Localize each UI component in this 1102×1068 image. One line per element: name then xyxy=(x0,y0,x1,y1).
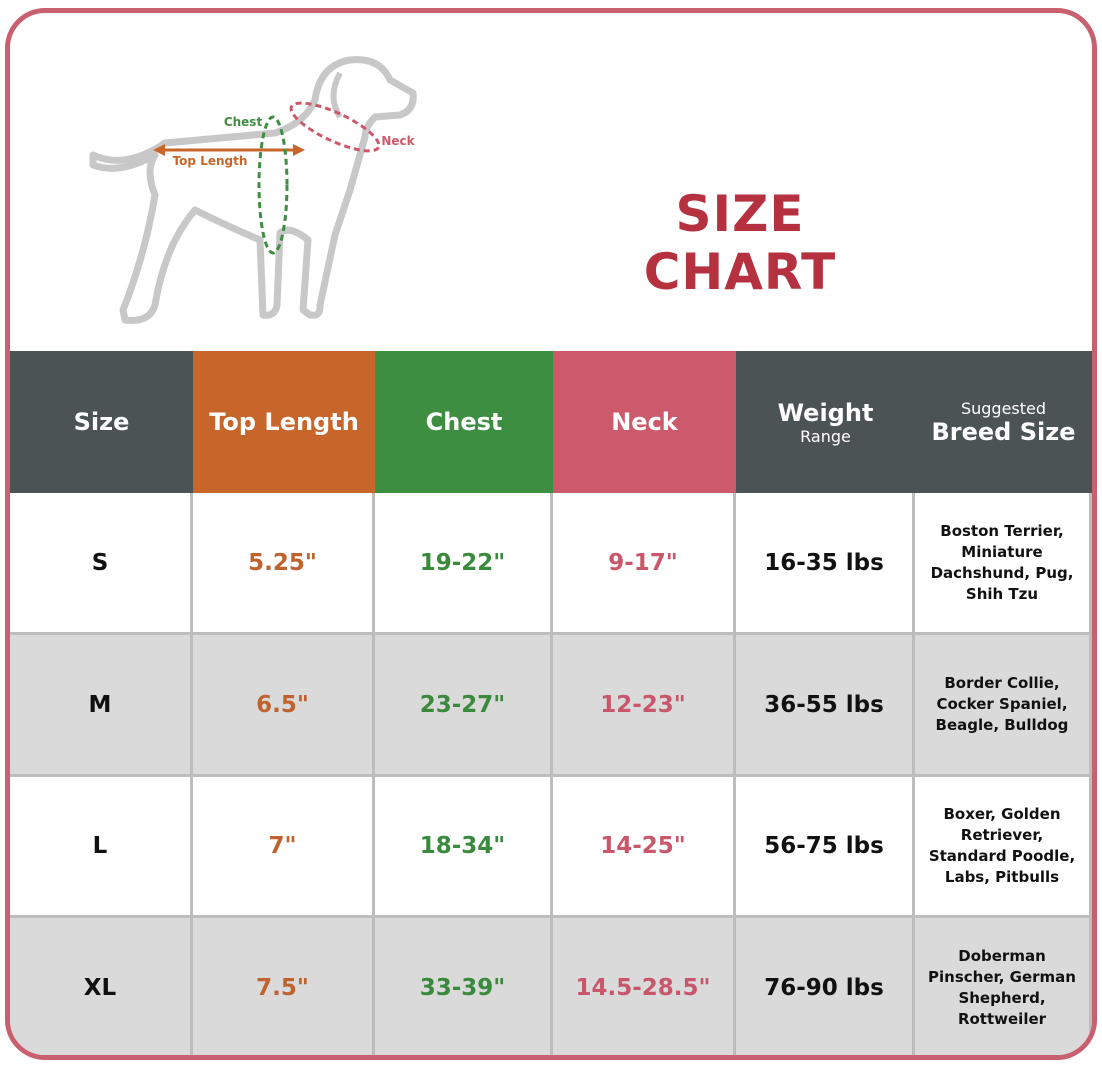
data-cell: 76-90 lbs xyxy=(736,918,915,1055)
data-cell: L xyxy=(10,777,193,918)
header-cell: Weight Range xyxy=(736,351,915,493)
data-cell: 56-75 lbs xyxy=(736,777,915,918)
data-cell: 7.5" xyxy=(193,918,375,1055)
data-cell: S xyxy=(10,493,193,635)
title: SIZE CHART xyxy=(643,185,837,301)
data-cell: 9-17" xyxy=(553,493,736,635)
dog-diagram: Chest Top Length Neck xyxy=(89,56,417,324)
data-cell: 36-55 lbs xyxy=(736,635,915,777)
chest-loop xyxy=(257,115,289,255)
header-cell: Top Length xyxy=(193,351,375,493)
data-cell: 23-27" xyxy=(375,635,553,777)
header-text: Top Length xyxy=(209,408,359,436)
header-cell: Chest xyxy=(375,351,553,493)
dog-ear xyxy=(330,71,343,119)
header-cell: Size xyxy=(10,351,193,493)
data-cell: 18-34" xyxy=(375,777,553,918)
data-cell: 16-35 lbs xyxy=(736,493,915,635)
neck-loop xyxy=(289,101,381,153)
data-cell: 12-23" xyxy=(553,635,736,777)
breed-cell: Boston Terrier, Miniature Dachshund, Pug… xyxy=(915,493,1092,635)
data-cell: 19-22" xyxy=(375,493,553,635)
data-cell: 5.25" xyxy=(193,493,375,635)
data-cell: 33-39" xyxy=(375,918,553,1055)
neck-label: Neck xyxy=(381,134,415,148)
dog-outline xyxy=(89,56,417,324)
header-cell: Neck xyxy=(553,351,736,493)
data-cell: XL xyxy=(10,918,193,1055)
data-cell: 14.5-28.5" xyxy=(553,918,736,1055)
header-text: Chest xyxy=(425,408,503,436)
header-subtext: Range xyxy=(800,426,851,446)
top-length-label: Top Length xyxy=(173,154,248,168)
data-cell: 7" xyxy=(193,777,375,918)
header-cell: Suggested Breed Size xyxy=(915,351,1092,493)
header-subtext: Suggested xyxy=(960,398,1047,418)
data-cell: M xyxy=(10,635,193,777)
breed-cell: Border Collie, Cocker Spaniel, Beagle, B… xyxy=(915,635,1092,777)
header-text: Breed Size xyxy=(931,417,1076,446)
header-text: Neck xyxy=(611,408,678,436)
data-cell: 6.5" xyxy=(193,635,375,777)
breed-cell: Doberman Pinscher, German Shepherd, Rott… xyxy=(915,918,1092,1055)
header-text: Weight xyxy=(777,398,874,427)
data-cell: 14-25" xyxy=(553,777,736,918)
size-chart-card: Chest Top Length Neck SIZE CHART Size Top… xyxy=(5,8,1097,1060)
header-text: Size xyxy=(73,408,130,436)
breed-cell: Boxer, Golden Retriever, Standard Poodle… xyxy=(915,777,1092,918)
chest-label: Chest xyxy=(224,115,263,129)
